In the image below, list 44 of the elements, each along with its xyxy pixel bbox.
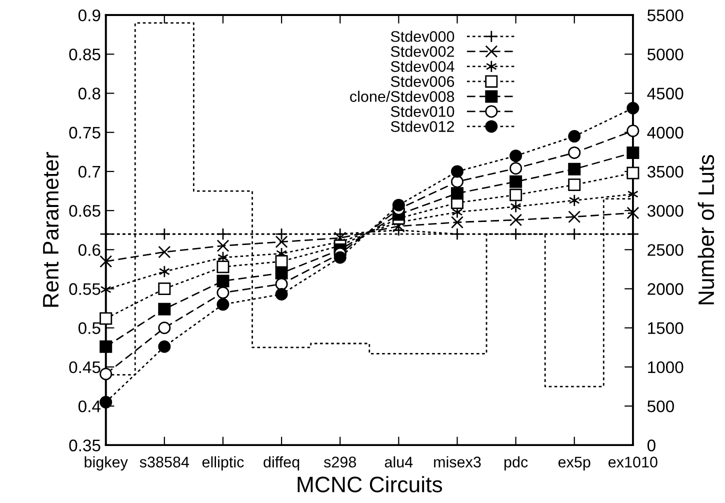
x-tick-label: pdc — [504, 456, 528, 471]
y2-tick-label: 0 — [647, 440, 656, 452]
y2-tick-label: 4500 — [647, 88, 684, 100]
y2-tick-label: 1000 — [648, 361, 684, 374]
y2-tick-label: 500 — [647, 400, 674, 412]
y-axis-title: Rent Parameter — [43, 152, 59, 307]
y-tick-label: 0.65 — [69, 204, 100, 217]
legend-label: Stdev004 — [390, 60, 454, 72]
y2-tick-label: 1500 — [648, 322, 684, 334]
y-tick-label: 0.35 — [69, 440, 100, 452]
legend-label: Stdev000 — [390, 30, 454, 42]
y2-tick-label: 3000 — [647, 204, 684, 217]
legend-label: Stdev010 — [390, 106, 454, 117]
y-tick-label: 0.45 — [69, 361, 100, 374]
y-tick-label: 0.75 — [69, 126, 100, 139]
x-tick-label: ex1010 — [608, 456, 658, 468]
x-tick-label: bigkey — [84, 456, 128, 471]
legend-label: Stdev012 — [390, 120, 454, 132]
y2-tick-label: 5500 — [647, 9, 684, 22]
y-tick-label: 0.4 — [78, 400, 101, 412]
x-tick-label: diffeq — [264, 456, 300, 471]
y-tick-label: 0.8 — [78, 88, 100, 100]
legend-label: Stdev002 — [390, 46, 454, 57]
y-tick-label: 0.85 — [69, 48, 100, 60]
x-axis-title: MCNC Circuits — [298, 476, 442, 492]
legend-label: Stdev006 — [390, 76, 454, 87]
y-tick-label: 0.9 — [78, 9, 100, 22]
x-tick-label: s298 — [324, 456, 356, 468]
y-tick-label: 0.7 — [78, 166, 100, 178]
y2-tick-label: 3500 — [647, 166, 684, 178]
y2-tick-label: 5000 — [647, 48, 684, 60]
y-tick-label: 0.6 — [78, 244, 100, 256]
y-tick-label: 0.55 — [69, 283, 100, 295]
x-tick-label: misex3 — [434, 456, 481, 468]
y2-tick-label: 2500 — [648, 244, 684, 256]
y-tick-label: 0.5 — [78, 322, 100, 334]
legend-label: clone/Stdev008 — [350, 90, 454, 102]
y2-tick-label: 2000 — [648, 283, 684, 295]
x-tick-label: s38584 — [140, 456, 190, 468]
x-tick-label: ex5p — [558, 456, 590, 471]
y2-tick-label: 4000 — [647, 126, 684, 139]
x-tick-label: elliptic — [202, 456, 244, 471]
x-tick-label: alu4 — [384, 456, 413, 468]
y2-axis-title: Number of Luts — [698, 154, 714, 304]
